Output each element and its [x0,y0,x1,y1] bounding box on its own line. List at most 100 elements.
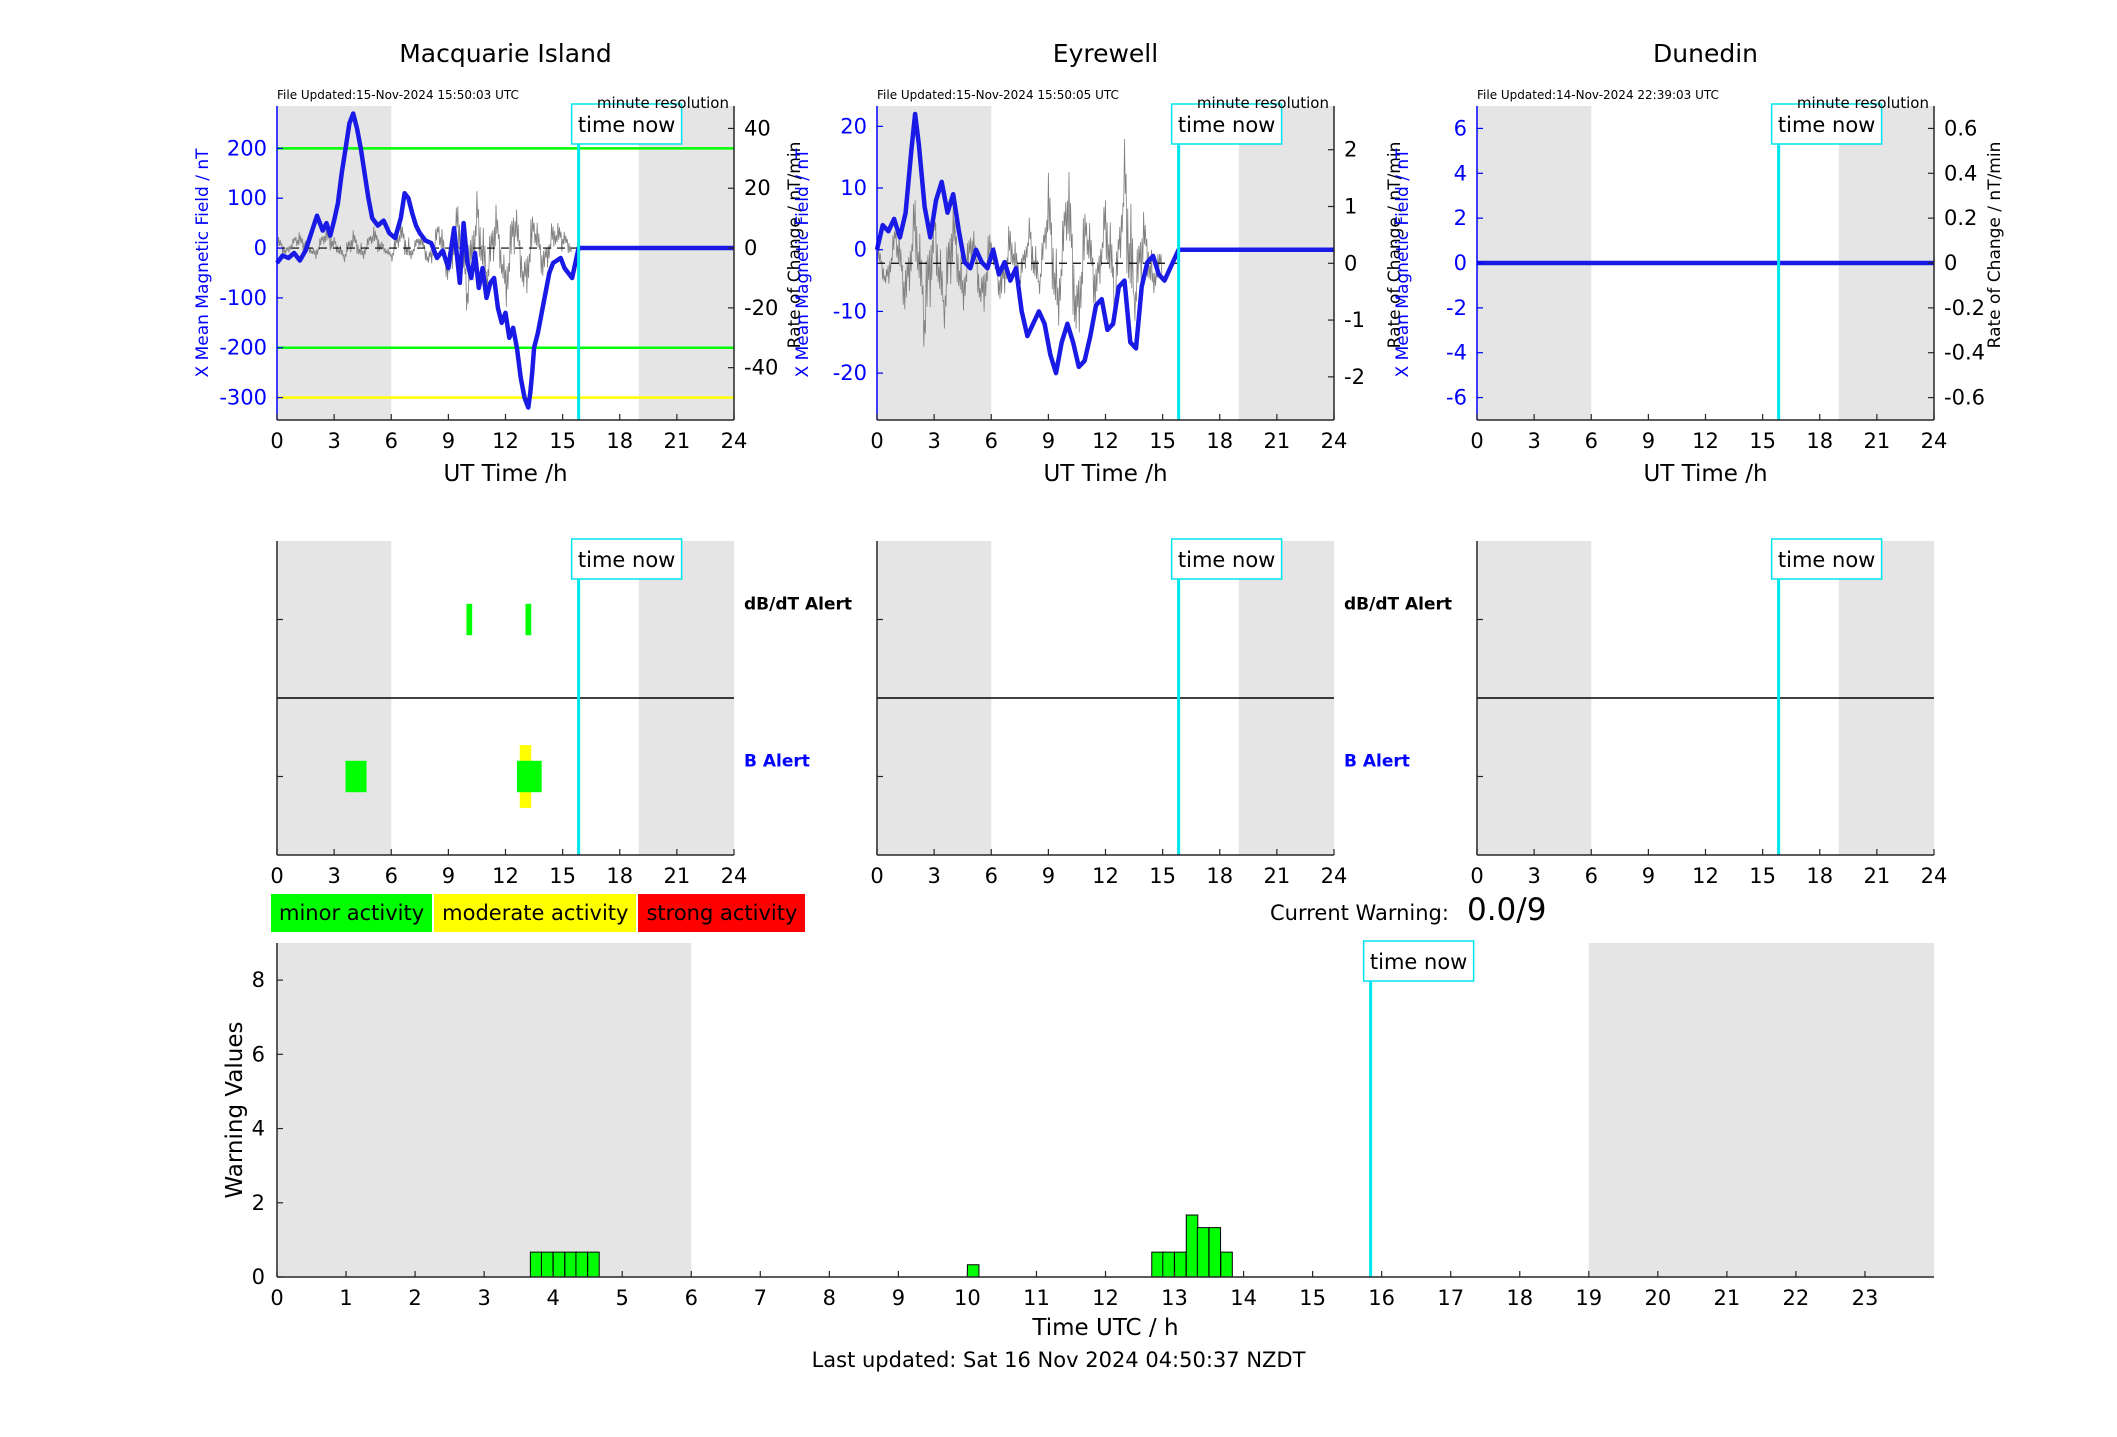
magnetometer-2-x-tick-label: 15 [1149,429,1176,453]
magnetometer-1-night-shade [638,106,734,420]
alerts-2-x-tick-label: 12 [1092,864,1119,888]
magnetometer-3-x-tick-label: 18 [1806,429,1833,453]
alerts-1-x-tick-label: 18 [606,864,633,888]
magnetometer-2-y-label: X Mean Magnetic Field / nT [793,148,813,378]
alerts-3-x-tick-label: 3 [1527,864,1540,888]
warning-bar [587,1251,600,1278]
magnetometer-3-x-tick-label: 9 [1642,429,1655,453]
legend-strong: strong activity [637,893,807,933]
activity-legend: minor activity moderate activity strong … [270,893,807,933]
warning-x-tick-label: 6 [685,1286,698,1310]
magnetometer-3-y-tick-label: -6 [1446,386,1467,410]
alerts-3-x-tick-label: 18 [1806,864,1833,888]
magnetometer-1-x-tick-label: 0 [270,429,283,453]
legend-moderate-label: moderate activity [442,901,629,925]
magnetometer-1-y2-tick-label: -40 [744,356,778,380]
magnetometer-2-y-tick-label: -20 [833,361,867,385]
alerts-2-time-now-box [1170,538,1283,580]
legend-minor: minor activity [270,893,434,933]
magnetometer-3-file-updated: File Updated:14-Nov-2024 22:39:03 UTC [1477,88,1719,102]
alerts-1-panel: time now 0 3 6 9 12 15 18 21 24 dB/dT Alert B Alert [270,538,852,888]
magnetometer-2-y2-tick-label: 1 [1344,195,1357,219]
magnetometer-1-y2-tick-label: 20 [744,176,771,200]
magnetometer-3-y2-tick-label: 0.4 [1944,161,1977,185]
alerts-2-b-label: B Alert [1344,752,1410,772]
magnetometer-2-x-tick-label: 21 [1264,429,1291,453]
magnetometer-2-x-tick-label: 24 [1321,429,1348,453]
alerts-3-x-tick-label: 21 [1864,864,1891,888]
magnetometer-1-x-tick-label: 24 [721,429,748,453]
alerts-1-alert-minor [516,760,542,793]
magnetometer-1-y2-tick-label: 40 [744,116,771,140]
magnetometer-3-y-tick-label: 6 [1454,116,1467,140]
current-warning-value: 0.0/9 [1466,892,1547,928]
warning-bar [1196,1227,1210,1278]
alerts-2-dbdt-label: dB/dT Alert [1344,595,1452,615]
warning-x-tick-label: 18 [1506,1286,1533,1310]
alerts-3-panel: time now 0 3 6 9 12 15 18 21 24 [1470,538,1947,888]
alerts-1-b-label: B Alert [744,752,810,772]
warning-x-tick-label: 7 [754,1286,767,1310]
alerts-3-x-tick-label: 12 [1692,864,1719,888]
alerts-1-x-tick-label: 3 [327,864,340,888]
warning-time-now-box [1362,940,1475,982]
magnetometer-1-y-tick-label: 100 [227,186,267,210]
magnetometer-2-y2-tick-label: 0 [1344,251,1357,275]
warning-x-tick-label: 12 [1092,1286,1119,1310]
magnetometer-2-title: Eyrewell [1053,39,1158,68]
warning-x-tick-label: 4 [546,1286,559,1310]
magnetometer-2-y-tick-label: -10 [833,299,867,323]
magnetometer-2-x-tick-label: 9 [1042,429,1055,453]
warning-bar [1208,1227,1222,1278]
legend-moderate: moderate activity [433,893,638,933]
alerts-1-x-tick-label: 9 [442,864,455,888]
magnetometer-3-x-tick-label: 21 [1864,429,1891,453]
warning-x-tick-label: 13 [1161,1286,1188,1310]
magnetometer-3-title: Dunedin [1653,39,1758,68]
magnetometer-2-x-tick-label: 6 [985,429,998,453]
alerts-1-x-tick-label: 6 [385,864,398,888]
magnetometer-3-y2-tick-label: 0 [1944,251,1957,275]
magnetometer-2-file-updated: File Updated:15-Nov-2024 15:50:05 UTC [877,88,1119,102]
magnetometer-3-x-tick-label: 24 [1921,429,1948,453]
warning-x-tick-label: 8 [823,1286,836,1310]
alerts-1-x-tick-label: 0 [270,864,283,888]
magnetometer-1-mean-field-line [275,111,734,410]
alerts-2-x-tick-label: 3 [927,864,940,888]
magnetometer-3-x-tick-label: 6 [1585,429,1598,453]
magnetometer-1-x-tick-label: 3 [327,429,340,453]
alerts-2-time-now-label: time now [1178,548,1275,572]
magnetometer-2-x-tick-label: 3 [927,429,940,453]
warning-y-label: Warning Values [222,1021,248,1198]
alerts-1-x-tick-label: 24 [721,864,748,888]
magnetometer-1-x-tick-label: 15 [549,429,576,453]
alerts-3-time-now-box [1770,538,1883,580]
magnetometer-2-y-tick-label: 10 [840,176,867,200]
alerts-1-alert-minor [525,603,532,636]
warning-x-label: Time UTC / h [1031,1315,1178,1341]
alerts-1-x-tick-label: 15 [549,864,576,888]
magnetometer-2-time-now-box [1170,103,1283,145]
magnetometer-2-x-tick-label: 18 [1206,429,1233,453]
warning-x-tick-label: 11 [1023,1286,1050,1310]
warning-night-shade [1588,943,1934,1277]
warning-bar [966,1264,980,1278]
alerts-2-x-tick-label: 18 [1206,864,1233,888]
current-warning: Current Warning: 0.0/9 [1270,892,1546,932]
alerts-3-time-now-label: time now [1778,548,1875,572]
magnetometer-2-mean-field-line [874,111,1334,376]
magnetometer-3-y2-tick-label: -0.6 [1944,386,1985,410]
magnetometer-3-x-tick-label: 15 [1749,429,1776,453]
magnetometer-1-y2-tick-label: 0 [744,236,757,260]
magnetometer-2-resolution: minute resolution [1197,94,1329,112]
magnetometer-2-y2-label: Rate of Change / nT/min [1385,142,1405,349]
magnetometer-3-y-tick-label: -4 [1446,341,1467,365]
warning-bar [564,1251,577,1278]
warning-x-tick-label: 1 [339,1286,352,1310]
warning-x-tick-label: 23 [1852,1286,1879,1310]
warning-time-now-label: time now [1370,950,1467,974]
magnetometer-3-x-tick-label: 0 [1470,429,1483,453]
warning-bar [540,1251,554,1278]
